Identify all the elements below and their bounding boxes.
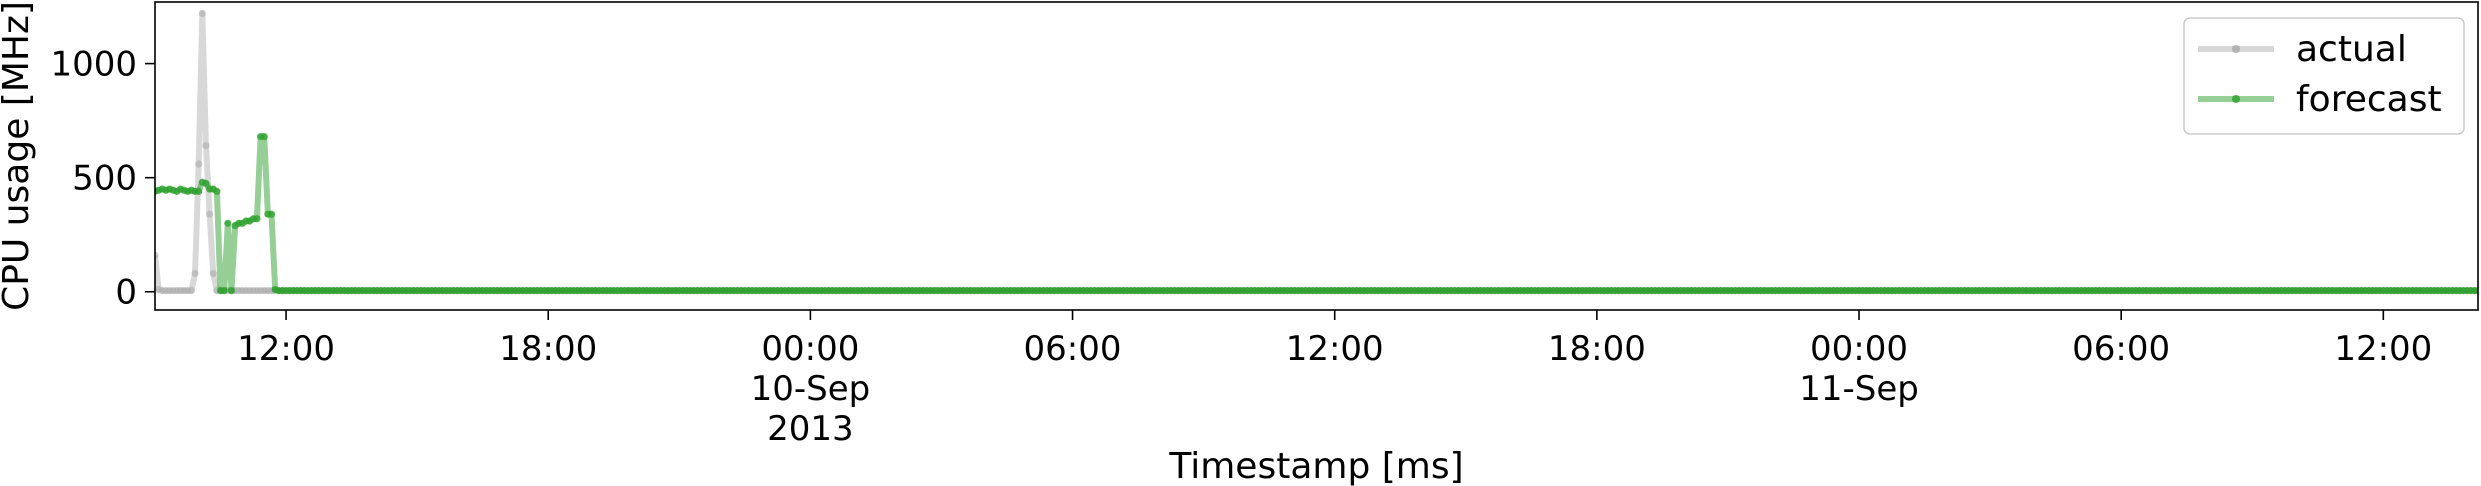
data-point — [155, 251, 159, 259]
x-tick-label: 06:00 — [2072, 329, 2170, 369]
data-point — [202, 142, 210, 150]
legend-box — [2183, 17, 2465, 135]
y-tick-label: 0 — [115, 273, 137, 313]
x-tick-label: 2013 — [767, 409, 854, 449]
data-point — [187, 287, 196, 295]
legend-item-actual: actual — [2198, 29, 2407, 70]
data-point — [195, 187, 203, 195]
data-point — [253, 215, 261, 223]
x-tick-label: 00:00 — [761, 329, 859, 369]
data-point — [195, 160, 203, 168]
x-tick-label: 12:00 — [2334, 329, 2432, 369]
x-tick-label: 11-Sep — [1799, 369, 1919, 409]
data-point — [267, 210, 276, 218]
data-point — [206, 210, 214, 218]
x-tick-label: 10-Sep — [751, 369, 871, 409]
legend-label: actual — [2296, 29, 2407, 70]
data-point — [198, 9, 206, 18]
y-axis: 0 500 1000 — [50, 45, 155, 313]
series-line-forecast — [155, 133, 2478, 294]
data-point — [2474, 287, 2478, 295]
series-layer — [155, 9, 2478, 295]
series-markers-actual — [155, 9, 2478, 295]
x-tick-label: 12:00 — [237, 329, 335, 369]
x-tick-label: 12:00 — [1286, 329, 1384, 369]
data-point — [227, 287, 236, 295]
data-point — [224, 219, 232, 227]
legend: actual forecast — [2183, 17, 2465, 135]
series-forecast — [155, 133, 2478, 295]
x-tick-label: 18:00 — [1548, 329, 1646, 369]
series-line-actual — [155, 10, 2478, 294]
legend-label: forecast — [2296, 79, 2442, 120]
data-point — [260, 133, 268, 141]
legend-marker — [2232, 45, 2240, 53]
data-point — [220, 287, 228, 295]
y-tick-label: 500 — [72, 159, 137, 199]
data-point — [191, 269, 199, 278]
x-tick-label: 18:00 — [499, 329, 597, 369]
series-markers-forecast — [155, 133, 2478, 295]
data-point — [202, 179, 210, 187]
data-point — [213, 187, 221, 195]
data-point — [209, 269, 217, 278]
x-axis-title: Timestamp [ms] — [1168, 446, 1463, 486]
legend-marker — [2232, 95, 2240, 103]
x-tick-label: 06:00 — [1024, 329, 1122, 369]
y-tick-label: 1000 — [50, 45, 137, 85]
legend-item-forecast: forecast — [2198, 79, 2442, 120]
y-axis-title: CPU usage [MHz] — [0, 1, 37, 311]
x-tick-label: 00:00 — [1810, 329, 1908, 369]
plot-frame — [154, 1, 2479, 311]
series-actual — [155, 9, 2478, 295]
